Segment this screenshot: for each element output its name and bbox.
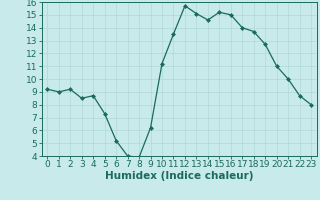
- X-axis label: Humidex (Indice chaleur): Humidex (Indice chaleur): [105, 171, 253, 181]
